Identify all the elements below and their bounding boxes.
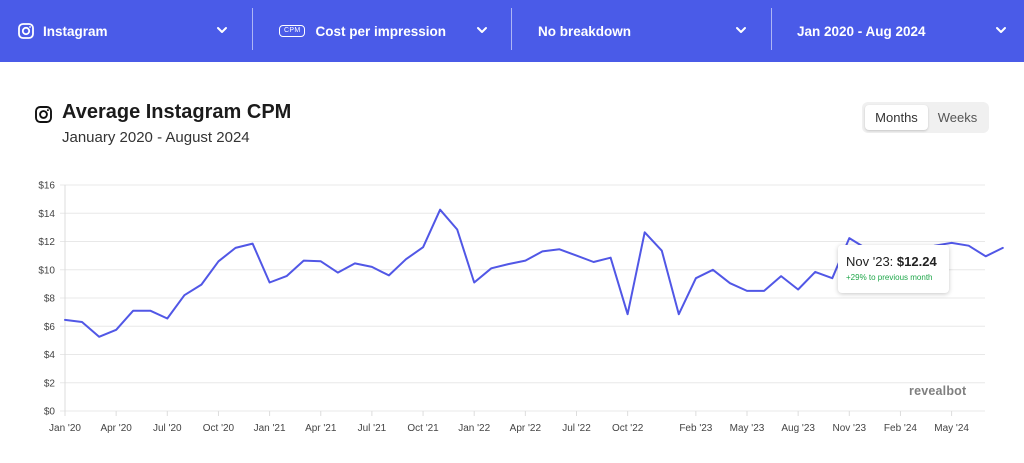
tooltip-label: Nov '23: [846, 254, 897, 269]
divider [771, 8, 772, 50]
chevron-down-icon[interactable] [215, 23, 229, 37]
x-tick-label: Aug '23 [781, 423, 815, 434]
x-tick-label: May '24 [934, 423, 969, 434]
x-tick-label: Jan '21 [254, 423, 286, 434]
chevron-down-icon[interactable] [994, 23, 1008, 37]
date-range-dropdown[interactable]: Jan 2020 - Aug 2024 [797, 0, 926, 62]
metric-dropdown[interactable]: CPM Cost per impression [279, 0, 446, 62]
chart-subtitle: January 2020 - August 2024 [62, 129, 250, 146]
x-tick-label: Jan '20 [49, 423, 81, 434]
y-tick-label: $10 [38, 265, 55, 276]
x-tick-label: Apr '20 [100, 423, 132, 434]
breakdown-dropdown[interactable]: No breakdown [538, 0, 631, 62]
chart-title: Average Instagram CPM [62, 101, 292, 123]
y-tick-label: $8 [44, 294, 56, 305]
x-tick-label: Oct '20 [203, 423, 235, 434]
granularity-toggle: Months Weeks [862, 102, 989, 133]
x-tick-label: Jul '22 [562, 423, 591, 434]
y-tick-label: $4 [44, 350, 56, 361]
months-toggle-button[interactable]: Months [865, 105, 928, 130]
y-tick-label: $14 [38, 209, 55, 220]
y-tick-label: $16 [38, 181, 55, 192]
weeks-toggle-button[interactable]: Weeks [937, 110, 978, 125]
date-range-label: Jan 2020 - Aug 2024 [797, 23, 926, 39]
chevron-down-icon[interactable] [734, 23, 748, 37]
cpm-badge: CPM [279, 25, 306, 37]
y-tick-label: $12 [38, 237, 55, 248]
series-line [64, 208, 1004, 338]
platform-dropdown[interactable]: Instagram [18, 0, 108, 62]
chart-tooltip: Nov '23: $12.24 +29% to previous month [838, 245, 949, 293]
x-tick-label: Jul '21 [358, 423, 387, 434]
x-tick-label: Nov '23 [833, 423, 867, 434]
x-tick-label: Feb '24 [884, 423, 917, 434]
tooltip-value: $12.24 [896, 254, 937, 269]
y-tick-label: $2 [44, 378, 56, 389]
instagram-icon [35, 106, 52, 123]
divider [511, 8, 512, 50]
tooltip-change: +29% to previous month [846, 273, 933, 282]
instagram-icon [18, 23, 34, 39]
x-tick-label: Jan '22 [458, 423, 490, 434]
top-filter-bar: Instagram CPM Cost per impression No bre… [0, 0, 1024, 62]
metric-label: Cost per impression [315, 23, 446, 39]
x-tick-label: Apr '21 [305, 423, 337, 434]
revealbot-watermark: revealbot [909, 384, 967, 398]
x-tick-label: Apr '22 [510, 423, 542, 434]
platform-label: Instagram [43, 23, 108, 39]
y-tick-label: $0 [44, 407, 56, 418]
chevron-down-icon[interactable] [475, 23, 489, 37]
divider [252, 8, 253, 50]
x-tick-label: May '23 [730, 423, 765, 434]
x-tick-label: Jul '20 [153, 423, 182, 434]
x-tick-label: Oct '21 [407, 423, 439, 434]
x-tick-label: Feb '23 [679, 423, 712, 434]
y-tick-label: $6 [44, 322, 56, 333]
breakdown-label: No breakdown [538, 23, 632, 39]
x-tick-label: Oct '22 [612, 423, 644, 434]
